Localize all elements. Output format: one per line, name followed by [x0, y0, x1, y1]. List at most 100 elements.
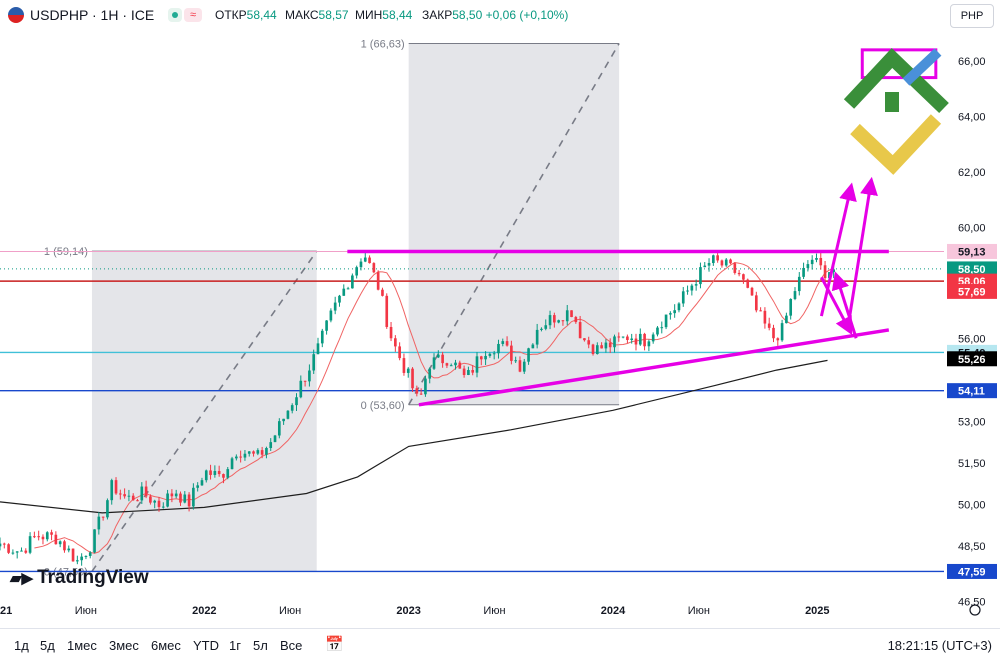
- candle[interactable]: [295, 393, 298, 411]
- candle[interactable]: [712, 254, 715, 266]
- compare-icon[interactable]: ≈: [184, 8, 202, 22]
- candle[interactable]: [93, 529, 96, 554]
- candle[interactable]: [703, 262, 707, 268]
- range-ytd[interactable]: YTD: [193, 638, 219, 653]
- range-5d[interactable]: 5д: [40, 638, 55, 653]
- candle[interactable]: [737, 269, 741, 277]
- candle[interactable]: [772, 324, 775, 343]
- candle[interactable]: [187, 492, 191, 512]
- candle[interactable]: [694, 279, 698, 291]
- candle[interactable]: [398, 342, 401, 361]
- candle[interactable]: [501, 338, 505, 347]
- candle[interactable]: [540, 327, 543, 332]
- candle[interactable]: [432, 353, 436, 370]
- candle[interactable]: [578, 315, 582, 339]
- candle[interactable]: [806, 260, 810, 272]
- range-6m[interactable]: 6мес: [151, 638, 181, 653]
- candle[interactable]: [724, 258, 728, 267]
- candle[interactable]: [235, 454, 238, 461]
- candle[interactable]: [750, 286, 754, 296]
- candle[interactable]: [196, 482, 199, 492]
- candle[interactable]: [385, 293, 389, 329]
- candle[interactable]: [80, 553, 83, 566]
- candle[interactable]: [488, 352, 492, 358]
- candle[interactable]: [462, 365, 466, 378]
- range-1m[interactable]: 1мес: [67, 638, 97, 653]
- candle[interactable]: [613, 334, 616, 353]
- candle[interactable]: [565, 304, 569, 326]
- candle[interactable]: [338, 294, 341, 307]
- candle[interactable]: [368, 255, 371, 264]
- candle[interactable]: [312, 349, 316, 374]
- candle[interactable]: [308, 364, 311, 387]
- candle[interactable]: [161, 502, 165, 509]
- candle[interactable]: [127, 489, 131, 502]
- candle[interactable]: [406, 367, 410, 378]
- candle[interactable]: [402, 353, 406, 376]
- candle[interactable]: [505, 336, 509, 347]
- candle[interactable]: [316, 337, 320, 355]
- candle[interactable]: [574, 315, 578, 324]
- candle[interactable]: [50, 529, 53, 541]
- candle[interactable]: [20, 547, 23, 552]
- candle[interactable]: [454, 359, 457, 370]
- candle[interactable]: [449, 363, 453, 367]
- candle[interactable]: [106, 498, 109, 520]
- candle[interactable]: [71, 548, 75, 562]
- candle[interactable]: [510, 340, 513, 365]
- candle[interactable]: [247, 451, 251, 457]
- candle[interactable]: [67, 545, 71, 553]
- candle[interactable]: [411, 367, 414, 393]
- candle[interactable]: [84, 555, 88, 560]
- candle[interactable]: [583, 338, 586, 342]
- settings-icon[interactable]: [969, 604, 981, 616]
- candle[interactable]: [424, 375, 427, 397]
- candle[interactable]: [376, 270, 380, 291]
- candle[interactable]: [329, 308, 333, 323]
- candle[interactable]: [243, 449, 247, 461]
- candle[interactable]: [63, 539, 66, 553]
- candle[interactable]: [192, 483, 195, 510]
- candle[interactable]: [153, 499, 157, 509]
- candle[interactable]: [58, 540, 62, 548]
- candle[interactable]: [686, 285, 689, 295]
- candle[interactable]: [587, 336, 591, 349]
- candle[interactable]: [497, 339, 500, 359]
- candle[interactable]: [144, 480, 148, 499]
- candle[interactable]: [213, 465, 217, 478]
- candle[interactable]: [394, 335, 397, 352]
- candle[interactable]: [630, 333, 634, 344]
- candle[interactable]: [522, 358, 526, 374]
- candle[interactable]: [690, 283, 694, 296]
- candle[interactable]: [37, 530, 41, 541]
- candle[interactable]: [767, 317, 771, 331]
- range-3m[interactable]: 3мес: [109, 638, 139, 653]
- candle[interactable]: [217, 465, 221, 477]
- candle[interactable]: [2, 542, 6, 549]
- candle[interactable]: [333, 296, 337, 315]
- candle[interactable]: [303, 380, 307, 387]
- candle[interactable]: [415, 385, 419, 397]
- candle[interactable]: [269, 438, 273, 451]
- candle[interactable]: [492, 350, 496, 360]
- candle[interactable]: [282, 418, 285, 425]
- candle[interactable]: [299, 375, 303, 399]
- candle[interactable]: [531, 343, 535, 349]
- candle[interactable]: [88, 551, 92, 559]
- candle[interactable]: [467, 366, 470, 376]
- candle[interactable]: [746, 278, 750, 289]
- candle[interactable]: [643, 332, 646, 351]
- candle[interactable]: [118, 489, 122, 500]
- candle[interactable]: [617, 332, 621, 342]
- candle[interactable]: [239, 450, 242, 463]
- candle[interactable]: [174, 489, 178, 499]
- candle[interactable]: [742, 273, 745, 284]
- candle[interactable]: [157, 496, 161, 512]
- candle[interactable]: [290, 403, 294, 414]
- magenta-arrow[interactable]: [831, 271, 858, 339]
- candle[interactable]: [11, 549, 15, 555]
- candle[interactable]: [149, 494, 152, 505]
- candle[interactable]: [45, 531, 49, 542]
- candle[interactable]: [527, 347, 530, 365]
- range-1d[interactable]: 1д: [14, 638, 29, 653]
